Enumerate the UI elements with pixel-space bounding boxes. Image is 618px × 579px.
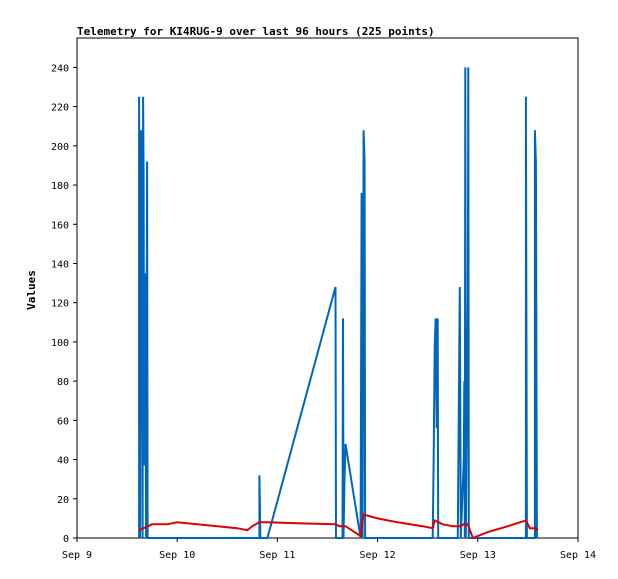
series-line-1 [138,513,539,540]
y-tick-label: 60 [57,416,69,427]
data-layer [138,67,539,540]
y-tick-label: 240 [51,63,69,74]
y-axis-label: Values [25,270,38,310]
x-tick-label: Sep 14 [560,550,596,561]
y-tick-label: 0 [63,534,69,545]
y-tick-label: 100 [51,338,69,349]
y-tick-label: 40 [57,456,69,467]
y-tick-label: 200 [51,142,69,153]
chart-title: Telemetry for KI4RUG-9 over last 96 hour… [77,25,435,38]
y-axis: 0 20 40 60 80 100 120 140 160 180 200 220 240 [51,63,77,545]
y-tick-label: 80 [57,377,69,388]
series-line-0 [138,67,538,539]
x-tick-label: Sep 9 [62,550,92,561]
y-tick-label: 180 [51,181,69,192]
y-tick-label: 20 [57,495,69,506]
y-tick-label: 160 [51,220,69,231]
x-axis: Sep 9 Sep 10 Sep 11 Sep 12 Sep 13 Sep 14 [62,538,596,561]
x-tick-label: Sep 13 [460,550,496,561]
x-tick-label: Sep 11 [259,550,295,561]
y-tick-label: 120 [51,299,69,310]
x-tick-label: Sep 12 [360,550,396,561]
y-tick-label: 140 [51,259,69,270]
plot-area [76,37,579,539]
y-tick-label: 220 [51,103,69,114]
x-tick-label: Sep 10 [159,550,195,561]
